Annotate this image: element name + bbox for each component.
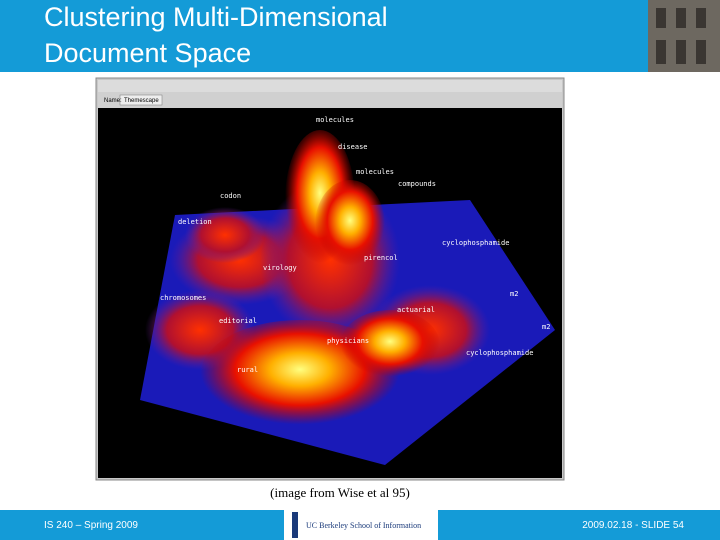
figure-labels: molecules disease molecules compounds codon d…: [160, 116, 550, 374]
terrain-label: rural: [237, 366, 258, 374]
terrain-label: virology: [263, 264, 297, 272]
logo-icon: [292, 512, 298, 538]
terrain-label: molecules: [316, 116, 354, 124]
title-line: Clustering Multi-Dimensional: [44, 2, 388, 32]
terrain-label: cyclophosphamide: [442, 239, 509, 247]
footer-left: IS 240 – Spring 2009: [44, 520, 138, 531]
terrain-label: pirencol: [364, 254, 398, 262]
figure-window: [95, 77, 565, 481]
title-line: Document Space: [44, 38, 251, 68]
terrain-label: codon: [220, 192, 241, 200]
terrain-label: molecules: [356, 168, 394, 176]
terrain-label: physicians: [327, 337, 369, 345]
tab-value: Themescape: [124, 98, 159, 104]
caption: (image from Wise et al 95): [270, 485, 410, 500]
logo-box: [284, 510, 438, 540]
terrain-label: deletion: [178, 218, 212, 226]
footer-right: 2009.02.18 - SLIDE 54: [582, 520, 684, 531]
header-photo: [648, 0, 720, 72]
terrain-label: cyclophosphamide: [466, 349, 533, 357]
terrain-label: m2: [542, 323, 550, 331]
terrain-label: disease: [338, 143, 368, 151]
tab-label: Name:: [104, 98, 122, 104]
terrain-label: actuarial: [397, 306, 435, 314]
terrain-label: m2: [510, 290, 518, 298]
terrain-label: compounds: [398, 180, 436, 188]
footer-logo: UC Berkeley School of Information: [306, 521, 421, 530]
terrain-label: chromosomes: [160, 294, 206, 302]
header-bar: [0, 0, 720, 72]
terrain-label: editorial: [219, 317, 257, 325]
